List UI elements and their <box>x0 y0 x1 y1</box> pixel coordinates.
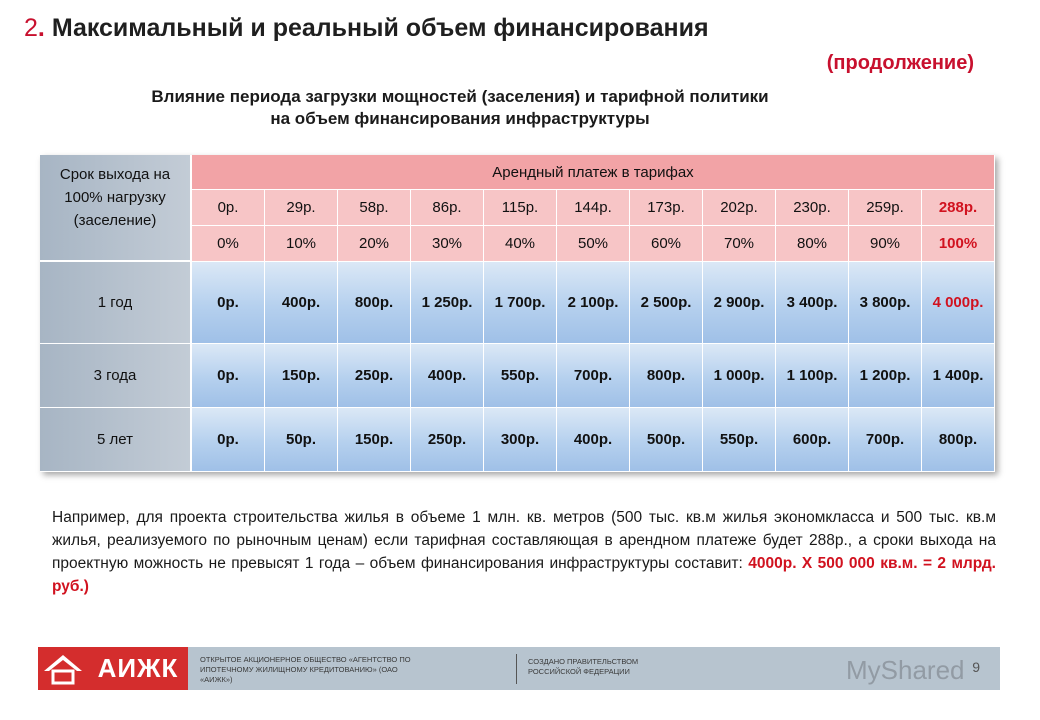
table-cell: 1 700р. <box>484 262 557 344</box>
table-cell: 500р. <box>630 408 703 472</box>
tariff-cell: 58р. <box>338 190 411 226</box>
house-logo-icon <box>38 647 88 690</box>
table-heading: Влияние периода загрузки мощностей (засе… <box>90 86 830 130</box>
percent-row: 0% 10% 20% 30% 40% 50% 60% 70% 80% 90% 1… <box>40 226 995 262</box>
gov-note: СОЗДАНО ПРАВИТЕЛЬСТВОМ РОССИЙСКОЙ ФЕДЕРА… <box>528 657 639 676</box>
group-header: Арендный платеж в тарифах <box>192 155 995 190</box>
tariff-cell: 230р. <box>776 190 849 226</box>
percent-cell-max: 100% <box>922 226 995 262</box>
tariff-cell: 0р. <box>192 190 265 226</box>
financing-table: Срок выхода на 100% нагрузку (заселение)… <box>40 155 995 472</box>
percent-cell: 10% <box>265 226 338 262</box>
row-label: 5 лет <box>40 408 192 472</box>
table-cell: 1 200р. <box>849 344 922 408</box>
table-row: 1 год 0р. 400р. 800р. 1 250р. 1 700р. 2 … <box>40 262 995 344</box>
table-cell: 800р. <box>338 262 411 344</box>
page-number: 9 <box>972 659 980 675</box>
note-text: Например, для проекта строительства жиль… <box>52 509 996 572</box>
table-cell: 1 250р. <box>411 262 484 344</box>
footer: АИЖК ОТКРЫТОЕ АКЦИОНЕРНОЕ ОБЩЕСТВО «АГЕН… <box>38 647 1000 690</box>
tariff-row: 0р. 29р. 58р. 86р. 115р. 144р. 173р. 202… <box>40 190 995 226</box>
table-cell: 1 400р. <box>922 344 995 408</box>
table-cell: 0р. <box>192 408 265 472</box>
table-cell: 150р. <box>338 408 411 472</box>
table-cell: 250р. <box>338 344 411 408</box>
tariff-cell: 115р. <box>484 190 557 226</box>
percent-cell: 70% <box>703 226 776 262</box>
tariff-cell: 259р. <box>849 190 922 226</box>
table-cell: 800р. <box>630 344 703 408</box>
table-cell: 1 000р. <box>703 344 776 408</box>
percent-cell: 90% <box>849 226 922 262</box>
percent-cell: 80% <box>776 226 849 262</box>
percent-cell: 60% <box>630 226 703 262</box>
watermark: MyShared <box>846 655 965 685</box>
footer-bar <box>188 647 1000 690</box>
table-cell: 150р. <box>265 344 338 408</box>
table-cell: 50р. <box>265 408 338 472</box>
org-name: ОТКРЫТОЕ АКЦИОНЕРНОЕ ОБЩЕСТВО «АГЕНТСТВО… <box>200 655 411 684</box>
percent-cell: 0% <box>192 226 265 262</box>
table-cell: 0р. <box>192 262 265 344</box>
tariff-cell: 86р. <box>411 190 484 226</box>
tariff-cell: 144р. <box>557 190 630 226</box>
table-cell: 2 100р. <box>557 262 630 344</box>
table-cell: 700р. <box>557 344 630 408</box>
title-text: Максимальный и реальный объем финансиров… <box>51 14 709 42</box>
percent-cell: 30% <box>411 226 484 262</box>
table-cell: 400р. <box>557 408 630 472</box>
heading-line-1: Влияние периода загрузки мощностей (засе… <box>151 87 769 106</box>
table-cell: 0р. <box>192 344 265 408</box>
row-label: 1 год <box>40 262 192 344</box>
table-cell-highlight: 4 000р. <box>922 262 995 344</box>
table-cell: 300р. <box>484 408 557 472</box>
company-logo: АИЖК <box>88 647 188 690</box>
table-cell: 2 500р. <box>630 262 703 344</box>
tariff-cell: 173р. <box>630 190 703 226</box>
table-cell: 600р. <box>776 408 849 472</box>
row-label: 3 года <box>40 344 192 408</box>
table-cell: 400р. <box>265 262 338 344</box>
heading-line-2: на объем финансирования инфраструктуры <box>270 109 650 128</box>
percent-cell: 50% <box>557 226 630 262</box>
table-cell: 3 400р. <box>776 262 849 344</box>
table-cell: 550р. <box>484 344 557 408</box>
tariff-cell: 202р. <box>703 190 776 226</box>
tariff-cell-max: 288р. <box>922 190 995 226</box>
title-dot: . <box>37 14 45 42</box>
note-highlight: 4000р. Х 500 000 кв.м. = 2 млрд. руб.) <box>52 555 996 595</box>
percent-cell: 40% <box>484 226 557 262</box>
table-cell: 3 800р. <box>849 262 922 344</box>
slide-title: 2. Максимальный и реальный объем финанси… <box>24 14 709 43</box>
percent-cell: 20% <box>338 226 411 262</box>
table-cell: 550р. <box>703 408 776 472</box>
corner-header: Срок выхода на 100% нагрузку (заселение) <box>40 155 192 262</box>
table-cell: 250р. <box>411 408 484 472</box>
table-cell: 1 100р. <box>776 344 849 408</box>
footer-divider <box>516 654 517 684</box>
table-row: 5 лет 0р. 50р. 150р. 250р. 300р. 400р. 5… <box>40 408 995 472</box>
table-cell: 400р. <box>411 344 484 408</box>
table-cell: 2 900р. <box>703 262 776 344</box>
table-cell: 800р. <box>922 408 995 472</box>
continuation-label: (продолжение) <box>826 52 974 74</box>
example-note: Например, для проекта строительства жиль… <box>52 506 996 598</box>
table-cell: 700р. <box>849 408 922 472</box>
table-row: 3 года 0р. 150р. 250р. 400р. 550р. 700р.… <box>40 344 995 408</box>
title-number: 2 <box>24 14 38 42</box>
tariff-cell: 29р. <box>265 190 338 226</box>
